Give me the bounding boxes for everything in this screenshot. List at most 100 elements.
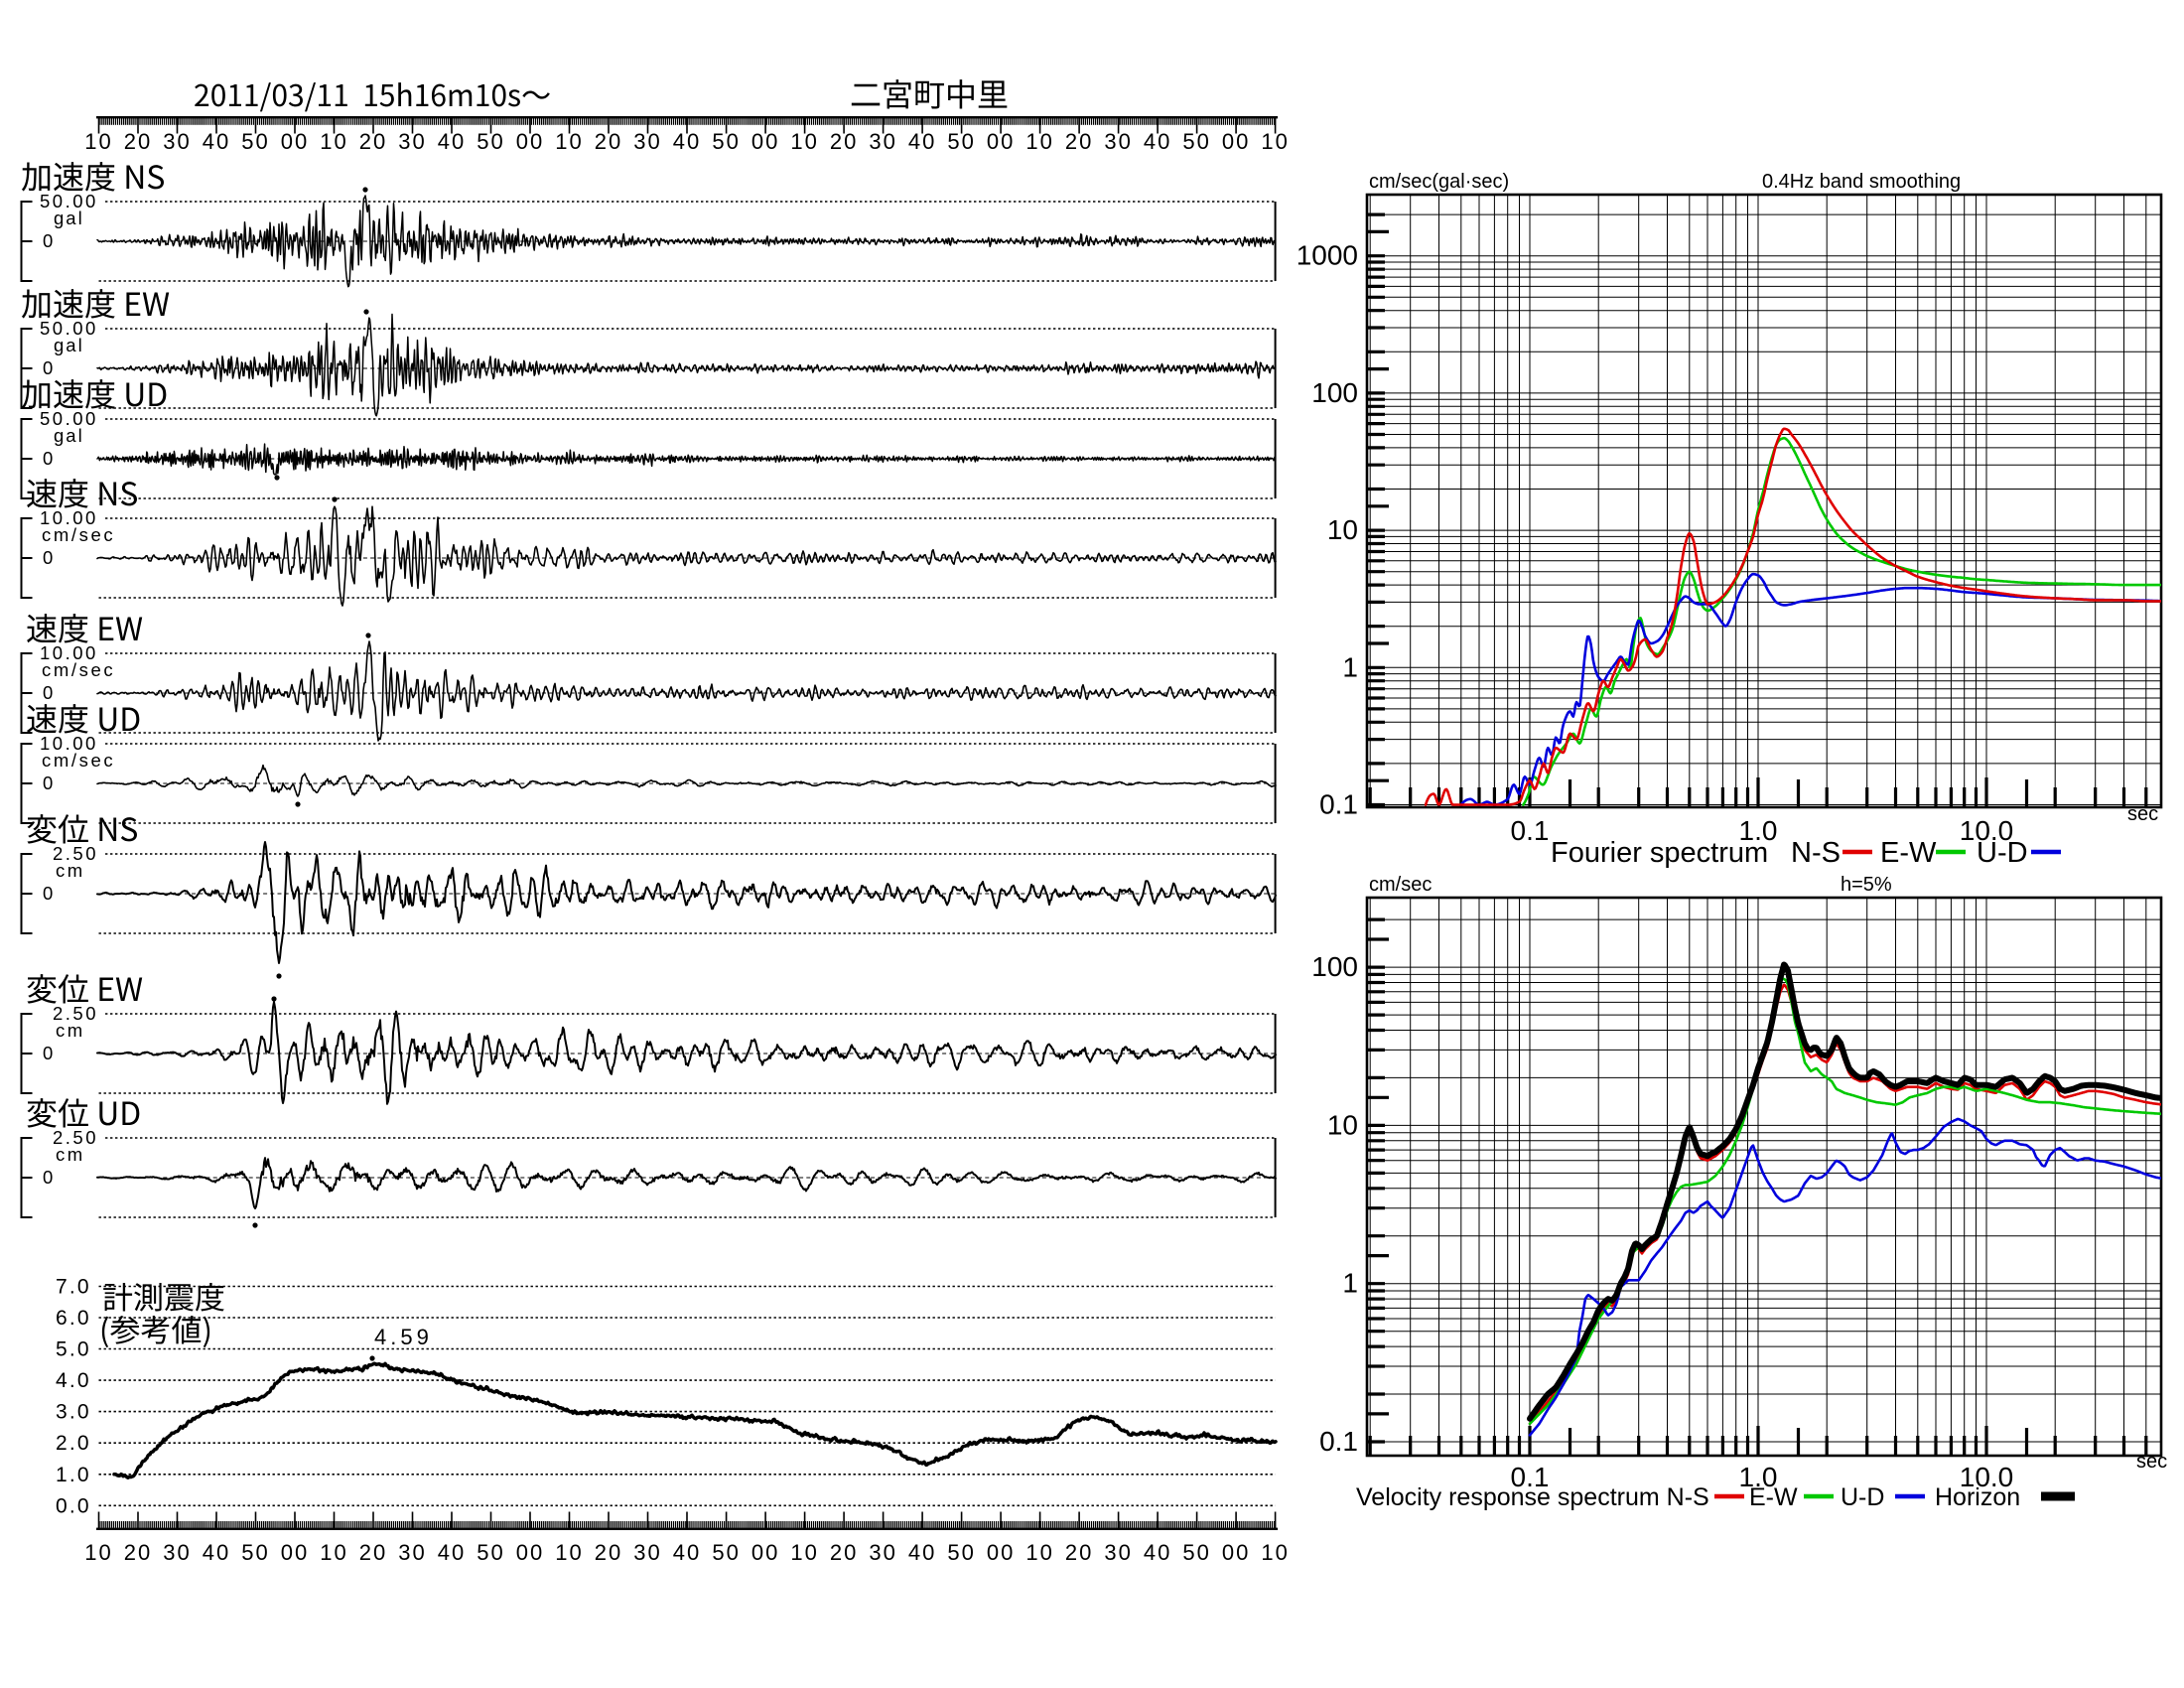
svg-text:cm: cm [56,860,85,881]
svg-text:10: 10 [1261,1540,1289,1565]
svg-text:30: 30 [1104,129,1132,154]
svg-text:100: 100 [1311,377,1358,408]
svg-text:N-S: N-S [1791,837,1841,869]
svg-text:10: 10 [1261,129,1289,154]
svg-text:1.0: 1.0 [1739,815,1778,846]
svg-text:2.50: 2.50 [53,843,98,864]
svg-text:50: 50 [477,129,504,154]
svg-text:10: 10 [1327,514,1358,545]
svg-text:10.00: 10.00 [40,733,98,754]
svg-text:0: 0 [43,547,53,568]
svg-text:50.00: 50.00 [40,408,98,429]
svg-text:10.00: 10.00 [40,507,98,528]
svg-text:00: 00 [751,1540,779,1565]
svg-text:00: 00 [281,1540,309,1565]
svg-text:30: 30 [398,1540,426,1565]
svg-text:h=5%: h=5% [1841,874,1892,896]
svg-text:0.1: 0.1 [1511,1462,1550,1492]
svg-text:00: 00 [987,1540,1015,1565]
svg-text:50: 50 [947,1540,975,1565]
svg-text:40: 40 [438,1540,466,1565]
svg-text:4.0: 4.0 [56,1369,91,1392]
svg-text:00: 00 [1222,1540,1250,1565]
svg-text:4.59: 4.59 [374,1325,433,1349]
svg-text:20: 20 [595,129,622,154]
svg-text:50: 50 [477,1540,504,1565]
svg-text:0: 0 [43,1167,53,1188]
svg-text:10.00: 10.00 [40,642,98,663]
svg-text:10: 10 [84,129,112,154]
svg-text:3.0: 3.0 [56,1401,91,1424]
svg-text:0: 0 [43,357,53,378]
svg-text:0.0: 0.0 [56,1494,91,1517]
svg-text:00: 00 [1222,129,1250,154]
svg-text:5.0: 5.0 [56,1338,91,1361]
svg-text:20: 20 [1065,1540,1093,1565]
svg-text:gal: gal [54,335,84,355]
svg-text:sec: sec [2136,1451,2167,1473]
svg-text:20: 20 [830,1540,858,1565]
svg-text:30: 30 [1104,1540,1132,1565]
svg-text:10.0: 10.0 [1960,1462,2014,1492]
svg-text:50: 50 [241,129,269,154]
svg-text:1: 1 [1342,651,1358,682]
svg-text:0.1: 0.1 [1319,789,1358,820]
svg-text:Horizon: Horizon [1935,1483,2020,1511]
svg-text:50: 50 [1182,1540,1210,1565]
svg-text:U-D: U-D [1977,837,2028,869]
svg-text:30: 30 [633,129,661,154]
svg-text:cm/sec(gal·sec): cm/sec(gal·sec) [1369,171,1509,193]
svg-text:50: 50 [712,1540,740,1565]
svg-text:40: 40 [908,1540,936,1565]
svg-text:cm/sec: cm/sec [42,659,115,680]
svg-text:cm/sec: cm/sec [42,524,115,545]
svg-text:10: 10 [790,129,818,154]
svg-text:10: 10 [320,1540,347,1565]
svg-text:cm: cm [56,1144,85,1165]
svg-text:U-D: U-D [1841,1483,1884,1511]
svg-text:30: 30 [163,129,191,154]
svg-text:50: 50 [241,1540,269,1565]
svg-text:2.0: 2.0 [56,1432,91,1455]
svg-text:30: 30 [633,1540,661,1565]
svg-text:1: 1 [1342,1268,1358,1299]
svg-text:E-W: E-W [1880,837,1937,869]
svg-text:0.4Hz band smoothing: 0.4Hz band smoothing [1762,171,1961,193]
svg-text:00: 00 [987,129,1015,154]
svg-text:00: 00 [281,129,309,154]
svg-text:0: 0 [43,448,53,469]
svg-text:10: 10 [1025,129,1053,154]
svg-text:40: 40 [908,129,936,154]
svg-text:sec: sec [2127,803,2158,825]
svg-text:20: 20 [359,1540,387,1565]
svg-text:0: 0 [43,773,53,793]
svg-text:20: 20 [1065,129,1093,154]
svg-text:cm/sec: cm/sec [1369,874,1432,896]
svg-text:2.50: 2.50 [53,1003,98,1024]
svg-text:6.0: 6.0 [56,1307,91,1330]
svg-text:50: 50 [712,129,740,154]
svg-text:10: 10 [555,129,583,154]
svg-text:10: 10 [320,129,347,154]
svg-text:0: 0 [43,230,53,251]
svg-text:20: 20 [595,1540,622,1565]
svg-text:20: 20 [830,129,858,154]
svg-text:7.0: 7.0 [56,1276,91,1299]
svg-text:10: 10 [555,1540,583,1565]
svg-text:gal: gal [54,425,84,446]
svg-text:40: 40 [203,1540,230,1565]
svg-text:40: 40 [673,1540,701,1565]
svg-text:10: 10 [790,1540,818,1565]
svg-text:20: 20 [359,129,387,154]
svg-text:gal: gal [54,208,84,228]
svg-text:Velocity response spectrum N-S: Velocity response spectrum N-S [1356,1483,1709,1511]
svg-text:30: 30 [869,1540,896,1565]
svg-text:30: 30 [398,129,426,154]
svg-text:cm/sec: cm/sec [42,750,115,771]
svg-text:0.1: 0.1 [1511,815,1550,846]
svg-text:10: 10 [1327,1109,1358,1140]
svg-text:20: 20 [124,129,152,154]
svg-text:40: 40 [203,129,230,154]
svg-text:50.00: 50.00 [40,191,98,211]
svg-text:0: 0 [43,1043,53,1063]
